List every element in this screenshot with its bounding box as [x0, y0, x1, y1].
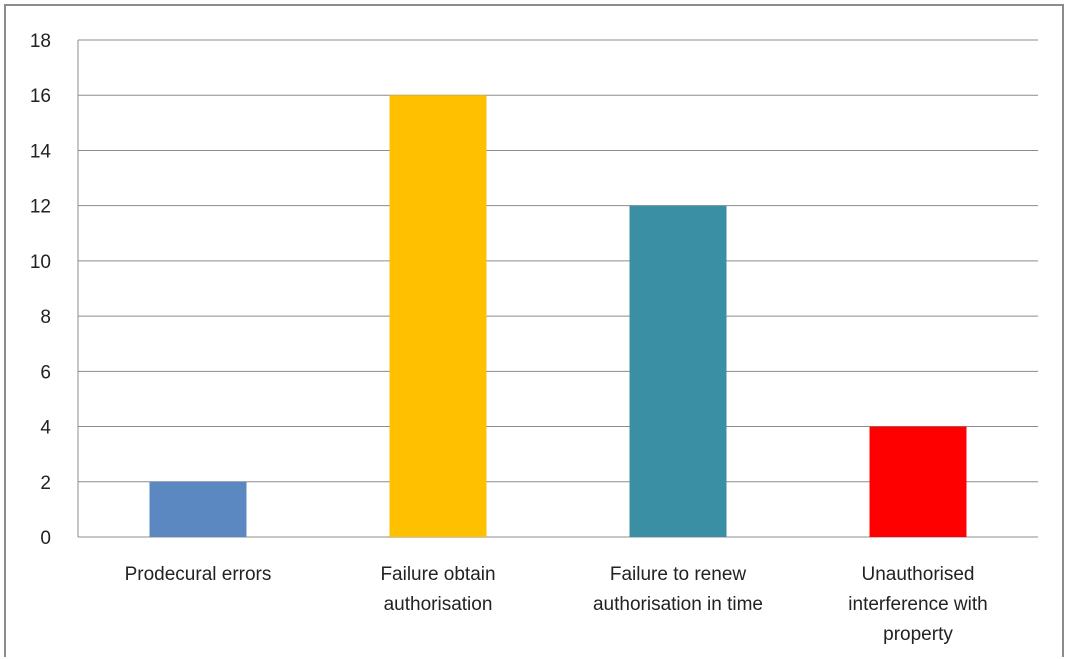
- y-tick-label: 10: [30, 252, 51, 273]
- chart-frame: [4, 4, 1064, 657]
- y-tick-label: 2: [40, 473, 51, 494]
- bar-3: [629, 205, 727, 537]
- y-tick-label: 14: [30, 141, 52, 162]
- x-category-label: Prodecural errors: [125, 564, 272, 585]
- y-tick-label: 16: [30, 86, 51, 107]
- y-tick-label: 18: [30, 31, 51, 52]
- x-category-label: authorisation in time: [593, 594, 763, 615]
- bar-1: [149, 481, 247, 537]
- x-category-label: interference with: [848, 594, 987, 615]
- y-tick-label: 0: [40, 528, 51, 549]
- x-category-label: property: [883, 624, 953, 645]
- bar-4: [869, 426, 967, 537]
- y-tick-label: 4: [40, 418, 51, 439]
- y-tick-label: 8: [40, 307, 51, 328]
- y-tick-label: 12: [30, 197, 51, 218]
- x-category-label: Unauthorised: [861, 564, 974, 585]
- x-category-label: Failure to renew: [610, 564, 747, 585]
- bar-2: [389, 95, 487, 537]
- x-category-label: authorisation: [384, 594, 493, 615]
- y-tick-label: 6: [40, 362, 51, 383]
- x-category-label: Failure obtain: [380, 564, 495, 585]
